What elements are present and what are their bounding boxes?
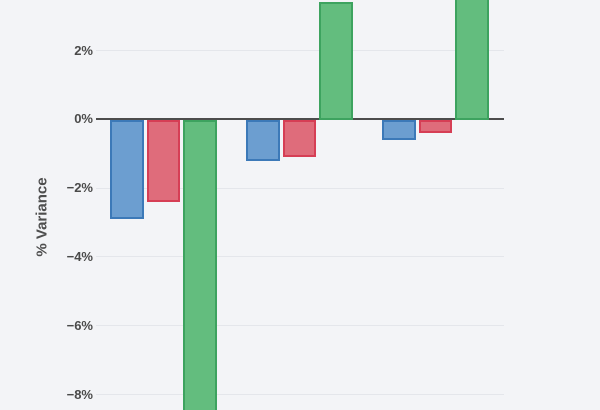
y-tick-label: −2% bbox=[66, 180, 93, 196]
y-tick-label: −6% bbox=[66, 317, 93, 333]
y-tick-label: 2% bbox=[74, 42, 93, 58]
zero-line bbox=[96, 118, 504, 121]
y-tick-label: −8% bbox=[66, 386, 93, 402]
gridline bbox=[96, 50, 504, 52]
gridline bbox=[96, 325, 504, 327]
bar-green-group3[interactable] bbox=[455, 0, 489, 121]
y-tick-label: 0% bbox=[74, 111, 93, 127]
gridline bbox=[96, 256, 504, 258]
y-tick-label: −4% bbox=[66, 248, 93, 264]
bar-red-group2[interactable] bbox=[282, 120, 316, 158]
bar-blue-group3[interactable] bbox=[382, 120, 416, 140]
bar-blue-group1[interactable] bbox=[110, 120, 144, 220]
gridline bbox=[96, 187, 504, 189]
bar-green-group1[interactable] bbox=[183, 120, 217, 410]
y-axis-title: % Variance bbox=[33, 177, 51, 257]
bar-blue-group2[interactable] bbox=[246, 120, 280, 161]
gridline bbox=[96, 394, 504, 396]
bar-green-group2[interactable] bbox=[319, 2, 353, 121]
bar-red-group3[interactable] bbox=[418, 120, 452, 134]
bar-red-group1[interactable] bbox=[146, 120, 180, 202]
